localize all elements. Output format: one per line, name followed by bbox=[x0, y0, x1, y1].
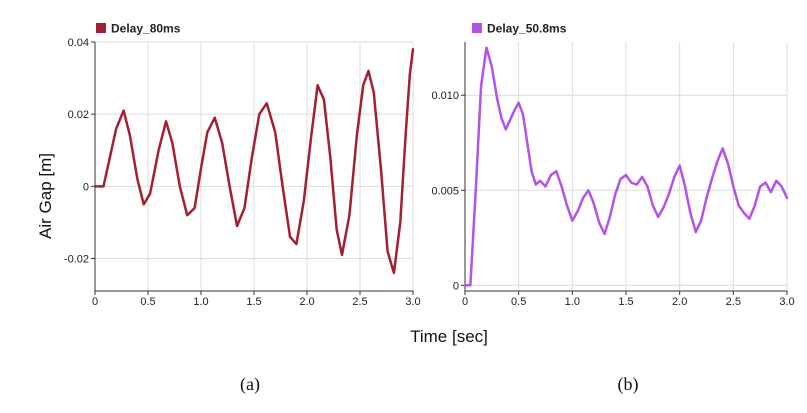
x-tick-label: 2.0 bbox=[672, 296, 687, 308]
series-line bbox=[93, 47, 415, 275]
x-tick-label: 2.5 bbox=[726, 296, 741, 308]
y-tick-label: 0 bbox=[453, 280, 459, 292]
y-axis-label: Air Gap [m] bbox=[36, 153, 55, 239]
y-tick-label: 0.02 bbox=[68, 109, 89, 121]
x-tick-label: 3.0 bbox=[405, 296, 420, 308]
y-tick-label: 0 bbox=[83, 181, 89, 193]
chart-caption: (b) bbox=[618, 374, 639, 395]
chart-caption: (a) bbox=[240, 374, 260, 395]
x-tick-label: 0.5 bbox=[140, 296, 155, 308]
x-tick-label: 1.0 bbox=[193, 296, 208, 308]
x-tick-label: 1.0 bbox=[565, 296, 580, 308]
series-line bbox=[463, 46, 789, 287]
x-tick-label: 0.5 bbox=[511, 296, 526, 308]
y-tick-label: -0.02 bbox=[64, 254, 89, 266]
x-axis-label: Time [sec] bbox=[410, 327, 488, 346]
x-tick-label: 3.0 bbox=[779, 296, 794, 308]
x-tick-label: 2.0 bbox=[299, 296, 314, 308]
y-tick-label: 0.04 bbox=[68, 37, 89, 49]
y-tick-label: 0.005 bbox=[431, 185, 459, 197]
y-tick-label: 0.010 bbox=[431, 90, 459, 102]
chart-a: 0 0.5 1.0 1.5 2.0 2.5 3.0 -0.02 0 0.02 0.04 Delay_8… bbox=[64, 22, 421, 396]
chart-b: 0 0.5 1.0 1.5 2.0 2.5 3.0 0 0.005 0.010 Delay_50.8… bbox=[431, 22, 794, 396]
x-tick-label: 0 bbox=[92, 296, 98, 308]
legend-swatch bbox=[472, 23, 482, 33]
legend-label: Delay_80ms bbox=[111, 22, 181, 36]
legend-swatch bbox=[96, 23, 106, 33]
x-tick-label: 1.5 bbox=[618, 296, 633, 308]
legend-label: Delay_50.8ms bbox=[487, 22, 567, 36]
x-tick-label: 0 bbox=[462, 296, 468, 308]
x-tick-label: 1.5 bbox=[246, 296, 261, 308]
x-tick-label: 2.5 bbox=[352, 296, 367, 308]
